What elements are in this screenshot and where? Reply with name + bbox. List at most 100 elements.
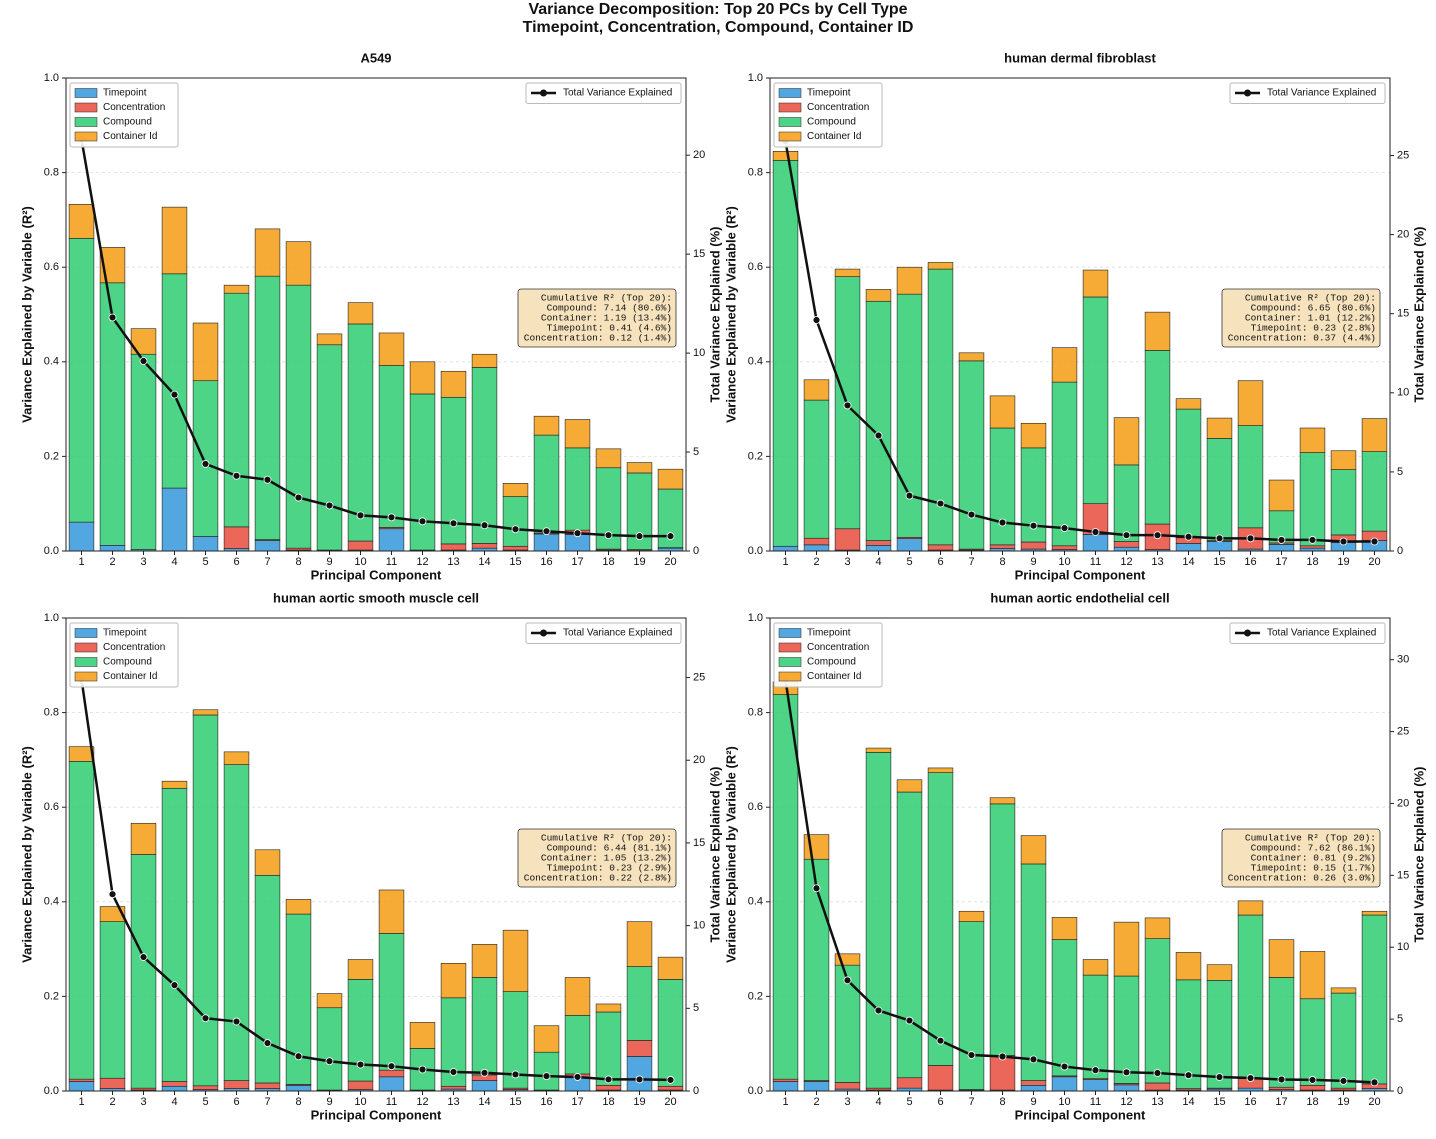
y2-tick-label: 25 [1397, 149, 1409, 161]
bar-segment [657, 956, 684, 980]
bar-segment [626, 966, 653, 1041]
bar-segment [1268, 977, 1295, 1088]
x-tick-label: 20 [664, 556, 676, 568]
bar-segment [68, 203, 95, 239]
line-marker [604, 531, 613, 540]
legend-label: Compound [103, 657, 152, 668]
bar-segment [896, 1077, 923, 1089]
line-marker [1153, 531, 1162, 540]
bar-segment [254, 275, 281, 540]
legend-label: Total Variance Explained [563, 628, 672, 639]
bar-segment [68, 521, 95, 552]
x-tick-label: 2 [109, 556, 115, 568]
annotation-line: Container: 1.05 (13.2%) [541, 853, 672, 864]
bar-segment [772, 1078, 799, 1082]
x-tick-label: 7 [264, 556, 270, 568]
line-marker [635, 532, 644, 541]
bar-segment [1051, 1076, 1078, 1092]
x-tick-label: 15 [509, 556, 521, 568]
bar-segment [896, 779, 923, 793]
y-tick-label: 0.0 [748, 1085, 763, 1097]
bar-segment [285, 284, 312, 549]
bar-segment [347, 959, 374, 980]
line-marker [1277, 536, 1286, 544]
x-tick-label: 20 [1368, 556, 1380, 568]
bar-segment [1113, 464, 1140, 542]
bar-segment [409, 361, 436, 395]
bar-segment [223, 526, 250, 549]
bar-segment [989, 1055, 1016, 1091]
annotation-line: Concentration: 0.12 (1.4%) [524, 333, 672, 344]
y-tick-label: 0.8 [44, 167, 59, 179]
legend-label: Concentration [807, 642, 869, 653]
y2-tick-label: 5 [1397, 466, 1403, 478]
bar-segment [564, 977, 591, 1016]
y-tick-label: 0.6 [44, 261, 59, 273]
legend-label: Container Id [807, 671, 861, 682]
bar-segment [1361, 910, 1388, 916]
y-axis-label: Variance Explained by Variable (R²) [19, 746, 34, 963]
line-marker [480, 1068, 489, 1077]
bar-segment [803, 858, 830, 1081]
bar-segment [564, 447, 591, 531]
x-tick-label: 10 [354, 556, 366, 568]
line-marker [263, 475, 272, 484]
line-marker [1060, 524, 1069, 532]
y-axis-label: Variance Explained by Variable (R²) [723, 746, 738, 963]
bar-segment [1361, 451, 1388, 532]
bar-segment [1330, 992, 1357, 1089]
line-marker [1339, 1077, 1348, 1085]
bar-segment [1206, 980, 1233, 1089]
x-tick-label: 14 [1182, 556, 1194, 568]
bar-segment [161, 273, 188, 489]
y2-tick-label: 20 [693, 149, 705, 161]
bar-segment [161, 787, 188, 1082]
legend-box [773, 622, 883, 688]
bar-segment [657, 979, 684, 1087]
line-marker [1060, 1062, 1069, 1071]
x-tick-label: 11 [386, 556, 397, 568]
line-marker [1277, 1075, 1286, 1084]
x-tick-label: 18 [1306, 556, 1318, 568]
line-marker [1184, 1071, 1193, 1080]
bar-segment [223, 292, 250, 528]
bar-segment [1268, 1086, 1295, 1090]
x-tick-label: 5 [202, 556, 208, 568]
bar-segment [1206, 541, 1233, 552]
bar-segment [989, 395, 1016, 429]
x-tick-label: 19 [633, 556, 645, 568]
bar-segment [161, 1085, 188, 1092]
line-marker [108, 313, 117, 322]
annotation-box [1221, 288, 1381, 348]
bar-segment [626, 1056, 653, 1092]
x-tick-label: 3 [140, 556, 146, 568]
bar-segment [502, 496, 529, 547]
legend-label: Container Id [807, 131, 861, 142]
line-marker [511, 1070, 520, 1079]
y-tick-label: 0.2 [44, 450, 59, 462]
line-marker [843, 976, 852, 985]
line-marker [356, 1060, 365, 1069]
total-variance-line [80, 679, 671, 1082]
bar-segment [347, 1080, 374, 1090]
bar-segment [130, 353, 157, 550]
bar-segment [772, 160, 799, 547]
y2-tick-label: 10 [693, 920, 705, 932]
bar-segment [471, 977, 498, 1076]
x-tick-label: 5 [202, 1096, 208, 1108]
bar-segment [595, 1085, 622, 1091]
x-tick-label: 11 [386, 1096, 397, 1108]
bar-segment [68, 1081, 95, 1092]
x-tick-label: 2 [813, 1096, 819, 1108]
bar-segment [772, 1081, 799, 1092]
line-marker [294, 493, 303, 502]
bar-segment [1144, 311, 1171, 351]
bar-segment [254, 228, 281, 277]
x-tick-label: 8 [999, 1096, 1005, 1108]
bar-segment [595, 1011, 622, 1086]
bar-segment [1237, 900, 1264, 916]
bar-segment [161, 206, 188, 275]
legend-swatch [778, 657, 802, 667]
y2-tick-label: 15 [693, 248, 705, 260]
y2-tick-label: 0 [1397, 1085, 1403, 1097]
